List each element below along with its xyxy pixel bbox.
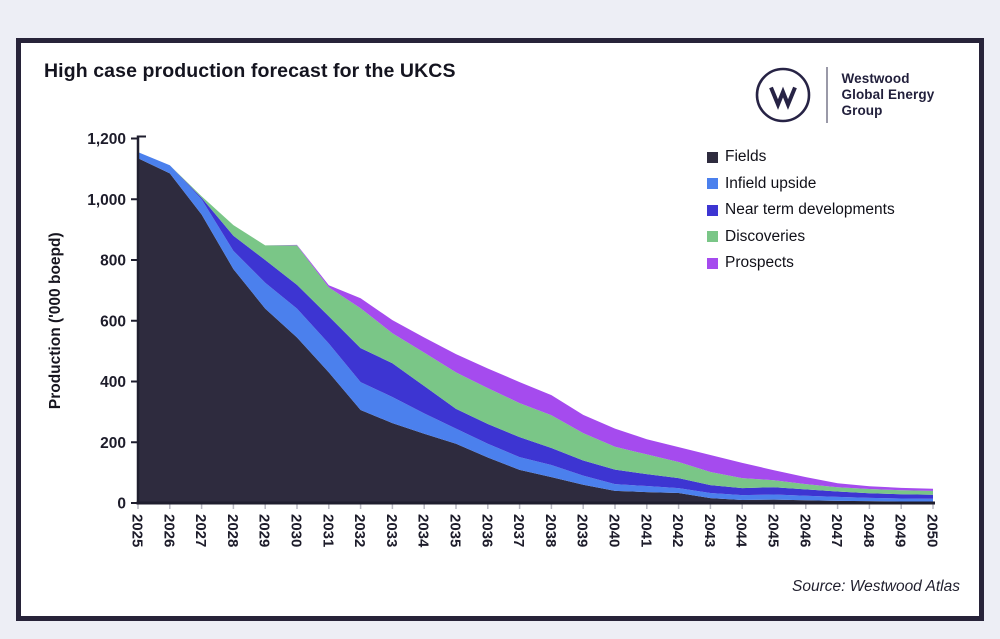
x-tick-label: 2038 [542, 514, 559, 547]
legend-swatch [707, 178, 718, 190]
legend-item-near-term-developments: Near term developments [707, 197, 895, 224]
x-tick-label: 2033 [383, 514, 400, 547]
source-note: Source: Westwood Atlas [792, 578, 960, 595]
legend-label: Fields [725, 148, 767, 166]
x-tick-label: 2041 [637, 514, 654, 547]
x-tick-label: 2039 [574, 514, 591, 547]
logo-text: Westwood Global Energy Group [842, 71, 935, 119]
x-tick-label: 2032 [351, 514, 368, 547]
x-tick-label: 2036 [478, 514, 495, 547]
x-tick-label: 2042 [669, 514, 686, 547]
x-tick-label: 2030 [288, 514, 305, 547]
y-tick-label: 200 [100, 435, 126, 452]
x-tick-label: 2026 [160, 514, 177, 547]
y-tick-label: 400 [100, 374, 126, 391]
legend-swatch [707, 204, 718, 216]
legend-swatch [707, 151, 718, 163]
legend-swatch [707, 257, 718, 269]
y-tick-label: 1,000 [87, 192, 126, 209]
x-tick-label: 2049 [892, 514, 909, 547]
legend-label: Infield upside [725, 174, 817, 192]
logo-divider [826, 67, 828, 123]
legend-item-discoveries: Discoveries [707, 224, 895, 251]
westwood-w-monogram-icon [755, 67, 811, 123]
x-tick-label: 2035 [447, 514, 464, 547]
x-tick-label: 2034 [415, 514, 432, 548]
x-tick-label: 2047 [828, 514, 845, 547]
x-tick-label: 2040 [606, 514, 623, 547]
x-tick-label: 2043 [701, 514, 718, 547]
x-tick-label: 2037 [510, 514, 527, 547]
legend-swatch [707, 231, 718, 243]
chart-legend: Fields Infield upside Near term developmen… [707, 144, 895, 277]
logo-line-3: Group [841, 103, 883, 118]
x-tick-label: 2029 [256, 514, 273, 547]
x-tick-label: 2050 [924, 514, 941, 547]
area-discoveries [138, 152, 933, 495]
area-infield-upside [138, 152, 933, 502]
x-tick-label: 2046 [796, 514, 813, 547]
area-fields [138, 158, 933, 503]
x-tick-label: 2048 [860, 514, 877, 547]
legend-item-infield-upside: Infield upside [707, 171, 895, 198]
x-tick-label: 2028 [224, 514, 241, 547]
x-tick-label: 2045 [765, 514, 782, 547]
y-tick-label: 800 [100, 253, 126, 270]
legend-item-prospects: Prospects [707, 250, 895, 277]
chart-title: High case production forecast for the UK… [44, 60, 456, 82]
x-tick-label: 2031 [319, 514, 336, 547]
legend-item-fields: Fields [707, 144, 895, 171]
legend-label: Discoveries [725, 227, 806, 245]
logo-line-1: Westwood [841, 71, 910, 86]
y-tick-label: 1,200 [87, 131, 126, 148]
y-axis-title: Production ('000 boepd) [47, 232, 64, 409]
logo-line-2: Global Energy [841, 87, 935, 102]
x-tick-label: 2027 [192, 514, 209, 547]
legend-label: Near term developments [725, 201, 895, 219]
y-tick-label: 0 [117, 496, 126, 513]
westwood-logo: Westwood Global Energy Group [752, 64, 934, 126]
legend-label: Prospects [725, 254, 794, 272]
x-tick-label: 2025 [129, 514, 146, 547]
y-tick-label: 600 [100, 313, 126, 330]
x-tick-label: 2044 [733, 514, 750, 548]
